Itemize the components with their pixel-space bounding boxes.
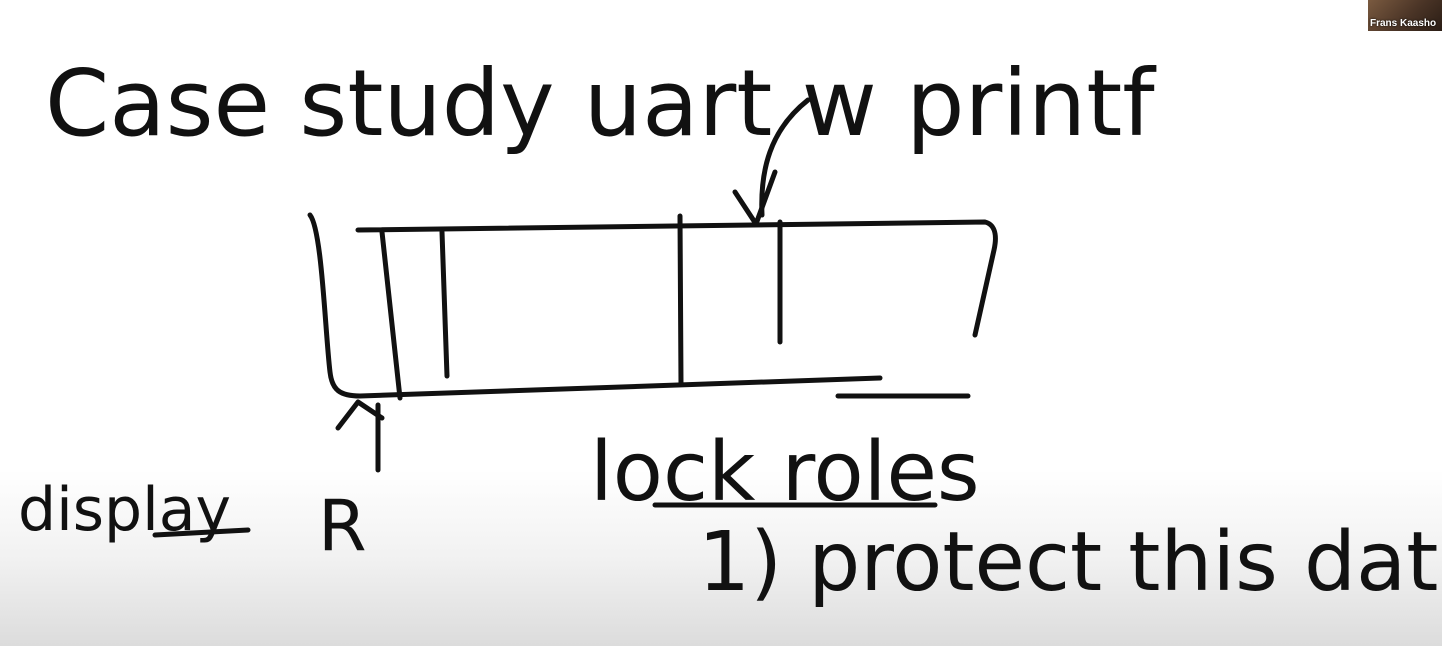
buffer-divider-2	[439, 229, 450, 379]
title-case-study-uart: Case study uart w printf	[45, 50, 1157, 157]
printf-arrow-curve	[759, 97, 811, 218]
buffer-divider-1	[379, 229, 403, 401]
participant-name-label: Frans Kaasho	[1370, 18, 1437, 29]
buffer-bottom-line	[357, 375, 883, 399]
printf-arrow-head	[732, 169, 778, 227]
label-r: R	[318, 485, 367, 567]
label-protect-this-datastr: 1) protect this datastr	[698, 515, 1442, 610]
buffer-divider-3	[677, 213, 684, 387]
participant-video-tile[interactable]: Frans Kaasho	[1368, 0, 1442, 31]
buffer-top-line	[355, 219, 998, 338]
display-underline	[152, 527, 251, 538]
buffer-left-bracket	[307, 212, 363, 399]
read-pointer-arrow-head	[335, 399, 385, 431]
